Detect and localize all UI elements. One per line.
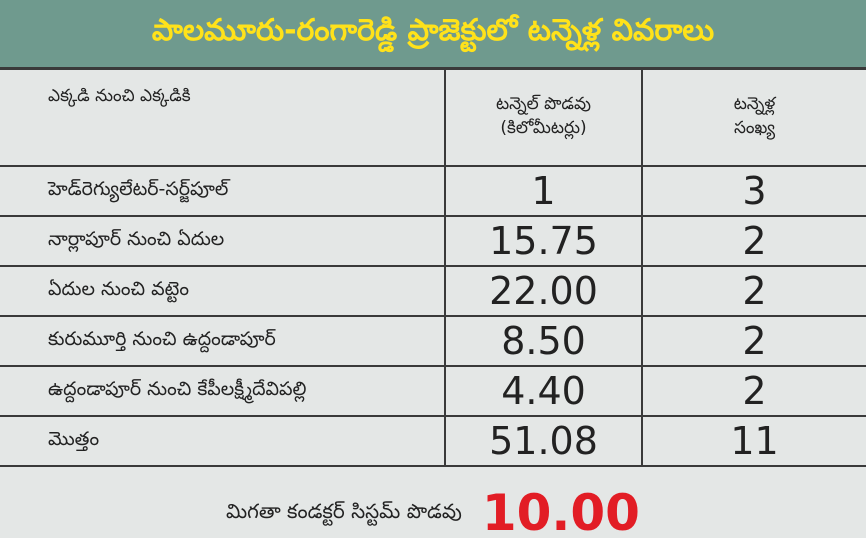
table-cell: నార్లాపూర్ నుంచి ఏదుల [0,216,445,267]
table-row: ఉద్దండాపూర్ నుంచి కేపీలక్ష్మీదేవిపల్లి 4.… [0,366,866,417]
table-cell: ఉద్దండాపూర్ నుంచి కేపీలక్ష్మీదేవిపల్లి [0,366,445,417]
column-header-line: (కిలోమీటర్లు) [500,117,587,138]
table-cell: 4.40 [444,366,642,417]
table-cell: 11 [641,416,866,467]
table-body: ఎక్కడి నుంచి ఎక్కడికి టన్నెల్ పొడవు (కిలోమ… [0,70,866,467]
table-cell: 2 [641,216,866,267]
column-header-line: సంఖ్య [734,117,775,138]
column-header: టన్నెల్ పొడవు (కిలోమీటర్లు) [444,70,642,167]
table-cell: 2 [641,366,866,417]
column-header: ఎక్కడి నుంచి ఎక్కడికి [0,70,445,167]
table-row: మొత్తం 51.08 11 [0,416,866,467]
footer: మిగతా కండక్టర్ సిస్టమ్ పొడవు 10.00 [0,467,866,538]
table-row: ఏదుల నుంచి వట్టెం 22.00 2 [0,266,866,317]
table-cell: 51.08 [444,416,642,467]
table-cell: 3 [641,166,866,217]
table-row: నార్లాపూర్ నుంచి ఏదుల 15.75 2 [0,216,866,267]
header-row: ఎక్కడి నుంచి ఎక్కడికి టన్నెల్ పొడవు (కిలోమ… [0,70,866,167]
table-cell: హెడ్‌రెగ్యులేటర్-సర్జ్‌పూల్ [0,166,445,217]
table-cell: 2 [641,266,866,317]
table-row: హెడ్‌రెగ్యులేటర్-సర్జ్‌పూల్ 1 3 [0,166,866,217]
table-cell: మొత్తం [0,416,445,467]
column-header-line: టన్నెళ్ల [733,93,776,114]
table-cell: ఏదుల నుంచి వట్టెం [0,266,445,317]
table-cell: 2 [641,316,866,367]
table-cell: కురుమూర్తి నుంచి ఉద్దండాపూర్ [0,316,445,367]
table-cell: 15.75 [444,216,642,267]
title: పాలమూరు-రంగారెడ్డి ప్రాజెక్టులో టన్నెళ్ల… [0,0,866,70]
footer-label: మిగతా కండక్టర్ సిస్టమ్ పొడవు [226,498,462,523]
table-cell: 22.00 [444,266,642,317]
column-header-line: టన్నెల్ పొడవు [496,93,591,114]
table-row: కురుమూర్తి నుంచి ఉద్దండాపూర్ 8.50 2 [0,316,866,367]
table-cell: 1 [444,166,642,217]
table-cell: 8.50 [444,316,642,367]
table: ఎక్కడి నుంచి ఎక్కడికి టన్నెల్ పొడవు (కిలోమ… [0,70,866,467]
column-header-line: ఎక్కడి నుంచి ఎక్కడికి [48,86,191,106]
column-header: టన్నెళ్ల సంఖ్య [641,70,866,167]
footer-value: 10.00 [481,484,640,538]
